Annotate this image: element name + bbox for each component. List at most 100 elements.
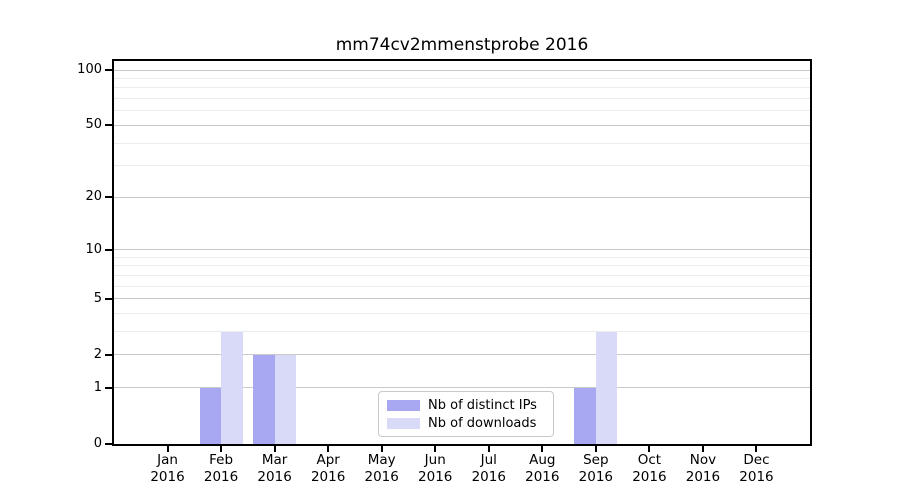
x-tick-month: Feb bbox=[209, 452, 234, 468]
x-tick-mark-sep bbox=[594, 446, 597, 452]
y-tick-label-50: 50 bbox=[85, 117, 102, 133]
gridline-major-y-100 bbox=[114, 69, 810, 71]
gridline-minor-y-8 bbox=[114, 265, 810, 267]
x-tick-year: 2016 bbox=[578, 469, 614, 485]
x-tick-month: Jul bbox=[480, 452, 497, 468]
y-tick-label-1: 1 bbox=[93, 379, 102, 395]
x-tick-year: 2016 bbox=[418, 469, 453, 485]
x-tick-mark-jan bbox=[166, 446, 169, 452]
gridline-major-y-10 bbox=[114, 249, 810, 251]
gridline-major-y-1 bbox=[114, 387, 810, 389]
x-tick-year: 2016 bbox=[150, 469, 185, 485]
x-tick-label-feb-2016: Feb 2016 bbox=[191, 452, 251, 486]
y-tick-mark-50 bbox=[105, 124, 112, 127]
x-tick-mark-feb bbox=[220, 446, 223, 452]
x-tick-month: Nov bbox=[689, 452, 717, 468]
gridline-minor-y-30 bbox=[114, 165, 810, 167]
x-tick-year: 2016 bbox=[525, 469, 560, 485]
x-tick-mark-jul bbox=[487, 446, 490, 452]
chart-title: mm74cv2mmenstprobe 2016 bbox=[335, 35, 589, 55]
x-tick-month: Dec bbox=[743, 452, 770, 468]
y-tick-label-100: 100 bbox=[77, 62, 102, 78]
bar-distinct-ips-sep bbox=[574, 387, 596, 444]
y-tick-label-10: 10 bbox=[85, 241, 102, 257]
gridline-major-y-50 bbox=[114, 124, 810, 126]
x-tick-month: Jan bbox=[157, 452, 178, 468]
y-tick-mark-0 bbox=[105, 443, 112, 445]
gridline-major-y-5 bbox=[114, 298, 810, 300]
bar-distinct-ips-feb bbox=[199, 387, 222, 444]
x-tick-mark-dec bbox=[755, 446, 758, 452]
y-tick-mark-100 bbox=[105, 69, 112, 72]
y-tick-mark-5 bbox=[105, 297, 112, 300]
gridline-major-y-20 bbox=[114, 196, 810, 198]
y-tick-mark-10 bbox=[105, 248, 112, 251]
bars-layer bbox=[114, 61, 810, 444]
y-tick-label-0: 0 bbox=[93, 436, 102, 451]
x-tick-label-aug-2016: Aug 2016 bbox=[512, 452, 572, 486]
y-tick-mark-1 bbox=[105, 386, 112, 389]
x-tick-year: 2016 bbox=[739, 469, 774, 485]
x-tick-label-nov-2016: Nov 2016 bbox=[673, 452, 733, 486]
legend-label-downloads: Nb of downloads bbox=[428, 415, 537, 431]
x-tick-year: 2016 bbox=[364, 469, 399, 485]
x-tick-month: Apr bbox=[316, 452, 340, 468]
x-tick-label-jan-2016: Jan 2016 bbox=[138, 452, 198, 486]
x-tick-label-jul-2016: Jul 2016 bbox=[459, 452, 519, 486]
legend: Nb of distinct IPs Nb of downloads bbox=[378, 391, 554, 437]
gridline-minor-y-7 bbox=[114, 275, 810, 277]
x-tick-mark-mar bbox=[273, 446, 276, 452]
x-tick-year: 2016 bbox=[632, 469, 667, 485]
x-tick-month: Jun bbox=[424, 452, 446, 468]
x-tick-month: Sep bbox=[583, 452, 609, 468]
x-tick-year: 2016 bbox=[257, 469, 292, 485]
x-tick-label-sep-2016: Sep 2016 bbox=[566, 452, 626, 486]
y-tick-label-5: 5 bbox=[93, 290, 102, 306]
x-tick-mark-apr bbox=[327, 446, 330, 452]
gridline-minor-y-3 bbox=[114, 331, 810, 333]
x-tick-mark-nov bbox=[701, 446, 704, 452]
y-tick-mark-20 bbox=[105, 196, 112, 199]
gridline-minor-y-6 bbox=[114, 285, 810, 287]
x-tick-mark-jun bbox=[434, 446, 437, 452]
x-tick-label-may-2016: May 2016 bbox=[352, 452, 412, 486]
y-tick-mark-2 bbox=[105, 353, 112, 356]
x-tick-year: 2016 bbox=[471, 469, 506, 485]
legend-label-distinct-ips: Nb of distinct IPs bbox=[428, 397, 537, 413]
x-tick-month: Mar bbox=[261, 452, 288, 468]
x-tick-label-dec-2016: Dec 2016 bbox=[726, 452, 786, 486]
legend-swatch-downloads bbox=[387, 417, 420, 429]
x-tick-month: Oct bbox=[637, 452, 662, 468]
x-tick-mark-may bbox=[380, 446, 383, 452]
bar-downloads-mar bbox=[274, 354, 297, 444]
gridline-minor-y-70 bbox=[114, 98, 810, 100]
gridline-minor-y-90 bbox=[114, 78, 810, 80]
bar-downloads-sep bbox=[595, 331, 618, 444]
x-tick-mark-aug bbox=[541, 446, 544, 452]
y-tick-label-20: 20 bbox=[85, 189, 102, 205]
x-tick-month: May bbox=[367, 452, 396, 468]
gridline-minor-y-40 bbox=[114, 142, 810, 144]
x-tick-label-oct-2016: Oct 2016 bbox=[619, 452, 679, 486]
x-tick-year: 2016 bbox=[203, 469, 239, 485]
x-tick-label-jun-2016: Jun 2016 bbox=[405, 452, 465, 486]
x-tick-label-mar-2016: Mar 2016 bbox=[245, 452, 305, 486]
gridline-minor-y-9 bbox=[114, 256, 810, 258]
legend-swatch-distinct-ips bbox=[387, 399, 420, 411]
bar-downloads-feb bbox=[221, 331, 243, 444]
y-tick-label-2: 2 bbox=[93, 346, 102, 362]
x-tick-month: Aug bbox=[529, 452, 556, 468]
legend-item-downloads: Nb of downloads bbox=[387, 414, 545, 432]
gridlines-layer bbox=[114, 61, 810, 444]
gridline-major-y-2 bbox=[114, 354, 810, 356]
x-tick-label-apr-2016: Apr 2016 bbox=[298, 452, 358, 486]
x-tick-year: 2016 bbox=[310, 469, 346, 485]
x-tick-year: 2016 bbox=[685, 469, 721, 485]
gridline-minor-y-60 bbox=[114, 110, 810, 112]
gridline-minor-y-4 bbox=[114, 313, 810, 315]
legend-item-distinct-ips: Nb of distinct IPs bbox=[387, 396, 545, 414]
gridline-minor-y-80 bbox=[114, 87, 810, 89]
bar-distinct-ips-mar bbox=[253, 354, 275, 444]
plot-area bbox=[112, 59, 812, 446]
